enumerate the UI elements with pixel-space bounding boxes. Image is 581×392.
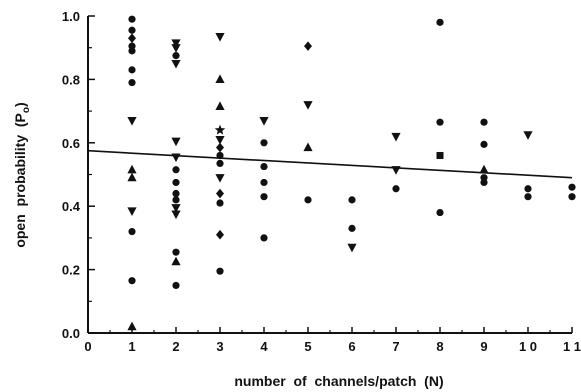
data-point-circle	[128, 78, 136, 87]
data-point-triangle-up	[479, 164, 489, 174]
data-point-diamond	[216, 142, 224, 153]
data-point-circle	[128, 15, 136, 23]
y-axis-title-end: )	[12, 102, 28, 107]
data-point-circle	[260, 139, 268, 147]
data-point-triangle-up	[303, 142, 313, 152]
y-tick-label: 0.0	[62, 326, 80, 341]
x-tick-label: 4	[260, 339, 268, 354]
data-point-circle	[172, 196, 180, 204]
data-point-circle	[568, 193, 576, 201]
data-point-circle	[260, 193, 268, 201]
data-point-circle	[348, 224, 356, 232]
data-point-diamond	[128, 33, 136, 43]
x-tick-label: 1 0	[519, 339, 537, 354]
data-point-circle	[172, 166, 180, 174]
x-tick-label: 1	[128, 339, 135, 354]
data-point-circle	[436, 118, 444, 126]
y-axis-title-sub: o	[21, 107, 32, 113]
data-point-circle	[260, 234, 268, 242]
trend-line	[87, 149, 573, 179]
data-point-circle	[348, 196, 356, 204]
data-point-circle	[392, 185, 400, 193]
data-point-triangle-up	[171, 256, 181, 266]
data-point-triangle-down	[391, 132, 401, 142]
data-point-circle	[128, 277, 136, 285]
data-point-triangle-down	[391, 166, 401, 175]
data-point-triangle-down	[171, 210, 181, 220]
data-point-circle	[524, 185, 532, 193]
y-axis-title-main: open probability (P	[12, 113, 28, 248]
x-tick-label: 9	[480, 339, 487, 354]
data-point-triangle-up	[215, 101, 225, 110]
data-point-diamond	[304, 41, 312, 51]
data-point-square	[436, 151, 444, 159]
data-point-triangle-up	[127, 172, 137, 182]
data-point-circle	[260, 162, 268, 171]
data-point-circle	[304, 196, 312, 204]
data-point-diamond	[216, 229, 224, 240]
data-point-circle	[128, 47, 136, 55]
data-point-triangle-down	[127, 117, 137, 126]
data-point-triangle-down	[171, 39, 181, 48]
data-point-circle	[128, 66, 136, 74]
data-point-triangle-down	[171, 137, 181, 147]
data-point-triangle-up	[127, 164, 137, 174]
x-tick-label: 0	[84, 339, 91, 354]
y-tick-label: 1.0	[62, 9, 80, 24]
data-point-circle	[216, 267, 224, 275]
data-point-circle	[480, 118, 488, 126]
trend-line-group	[87, 149, 573, 179]
data-point-triangle-up	[215, 74, 225, 83]
x-tick-label: 3	[216, 339, 223, 354]
data-point-triangle-down	[303, 101, 313, 110]
data-point-triangle-down	[171, 204, 181, 213]
data-point-triangle-down	[215, 33, 225, 42]
x-tick-label: 6	[348, 339, 355, 354]
data-point-circle	[172, 281, 180, 290]
data-point-circle	[128, 227, 136, 236]
data-points	[127, 15, 576, 331]
data-point-circle	[524, 193, 532, 201]
data-point-circle	[568, 183, 576, 191]
data-point-circle	[172, 52, 180, 60]
data-point-triangle-down	[523, 131, 533, 140]
data-point-diamond	[216, 188, 224, 199]
data-point-circle	[480, 178, 488, 187]
data-point-triangle-down	[127, 207, 137, 216]
x-tick-label: 5	[304, 339, 311, 354]
data-point-circle	[172, 189, 180, 198]
data-point-circle	[172, 248, 180, 256]
y-tick-label: 0.2	[62, 263, 80, 278]
data-point-triangle-down	[215, 136, 225, 145]
data-point-triangle-up	[127, 321, 137, 331]
data-point-triangle-down	[347, 243, 357, 253]
data-point-triangle-down	[215, 174, 225, 183]
data-point-circle	[480, 140, 488, 148]
data-point-circle	[436, 208, 444, 217]
data-point-circle	[128, 26, 136, 34]
x-tick-label: 8	[436, 339, 443, 354]
x-tick-label: 7	[392, 339, 399, 354]
axes	[87, 16, 572, 334]
y-tick-label: 0.8	[62, 72, 80, 87]
data-point-triangle-down	[171, 59, 181, 69]
data-point-circle	[436, 18, 444, 26]
y-axis-title: open probability (Po)	[12, 102, 32, 247]
data-point-triangle-down	[259, 117, 269, 126]
data-point-circle	[216, 159, 224, 168]
data-point-triangle-down	[171, 153, 181, 163]
data-point-star	[214, 124, 226, 135]
data-point-circle	[216, 151, 224, 160]
y-tick-label: 0.4	[62, 199, 81, 214]
y-tick-label: 0.6	[62, 136, 80, 151]
data-point-triangle-down	[171, 44, 181, 53]
x-axis-title: number of channels/patch (N)	[234, 373, 443, 389]
data-point-circle	[172, 178, 180, 187]
x-tick-label: 2	[172, 339, 179, 354]
data-point-circle	[216, 199, 224, 207]
data-point-circle	[260, 178, 268, 187]
x-tick-label: 1 1	[563, 339, 581, 354]
